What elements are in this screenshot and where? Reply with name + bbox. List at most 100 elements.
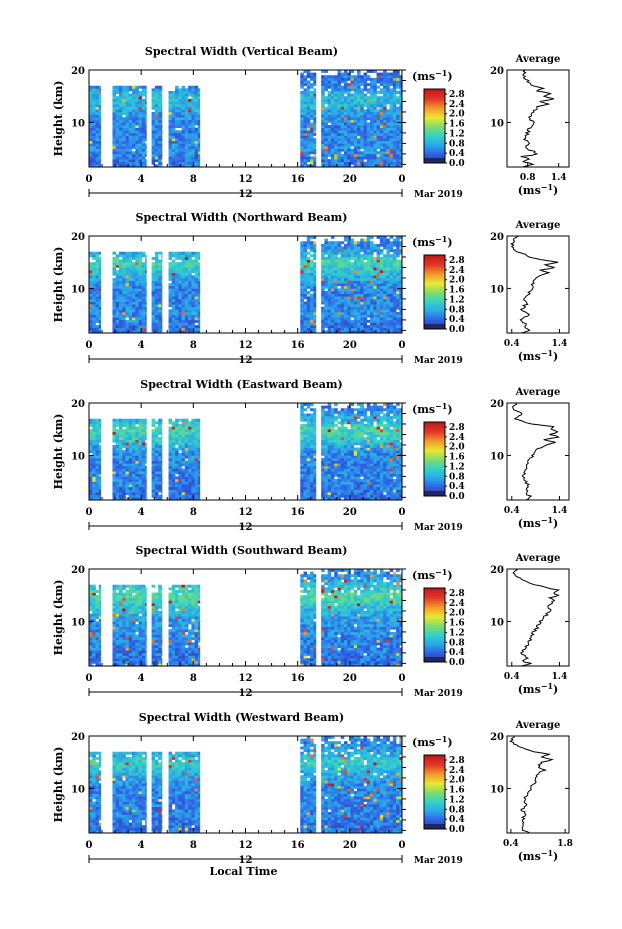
heat-cell <box>92 465 96 469</box>
heat-cell <box>181 486 186 490</box>
heat-cell <box>119 458 123 461</box>
heat-cell <box>306 309 311 313</box>
heat-cell <box>161 468 163 472</box>
heat-cell <box>360 117 364 121</box>
colorbar-band <box>424 109 445 112</box>
heat-cell <box>337 151 341 155</box>
heat-cell <box>337 138 341 142</box>
heat-cell <box>161 164 163 168</box>
heat-cell <box>119 486 123 490</box>
heat-cell <box>366 83 371 87</box>
heat-cell <box>360 104 364 107</box>
heat-cell <box>138 489 143 493</box>
heat-cell <box>386 288 390 292</box>
colorbar-label: 0.0 <box>449 159 465 169</box>
heat-cell <box>310 243 314 247</box>
heat-cell <box>175 291 179 294</box>
heat-cell <box>324 143 328 147</box>
heat-cell <box>154 148 159 152</box>
heat-cell <box>330 301 335 305</box>
heat-cell <box>360 127 364 131</box>
heat-cell <box>379 98 384 102</box>
heat-cell <box>98 125 102 128</box>
heat-cell <box>191 481 195 485</box>
heat-cell <box>125 135 130 139</box>
heat-cell <box>321 259 325 263</box>
heat-cell <box>141 304 146 308</box>
heat-cell <box>181 138 186 142</box>
heat-cell <box>337 325 341 329</box>
heat-cell <box>353 309 358 313</box>
heat-cell <box>98 429 102 433</box>
heat-cell <box>112 434 117 438</box>
colorbar-label: 1.2 <box>449 129 465 139</box>
heat-cell <box>128 88 133 92</box>
heat-cell <box>373 306 377 310</box>
heat-cell <box>89 132 93 136</box>
heat-cell <box>95 98 100 102</box>
heat-cell <box>197 275 201 279</box>
heat-cell <box>95 277 100 281</box>
y-tick-label: 10 <box>71 284 85 295</box>
heat-cell <box>370 88 374 92</box>
heat-cell <box>383 327 387 331</box>
heat-cell <box>122 264 126 268</box>
heat-cell <box>392 288 397 292</box>
heat-cell <box>353 325 358 329</box>
heat-cell <box>321 106 325 110</box>
heat-cell <box>161 267 163 271</box>
heat-cell <box>138 280 143 284</box>
heat-cell <box>383 80 387 84</box>
heat-cell <box>145 468 147 472</box>
heat-cell <box>340 312 345 315</box>
heat-cell <box>181 327 186 331</box>
heat-cell <box>303 277 308 281</box>
colorbar-band <box>424 264 445 267</box>
heat-cell <box>321 322 325 326</box>
heat-cell <box>175 151 179 155</box>
heat-cell <box>389 156 394 160</box>
heat-cell <box>353 312 358 315</box>
heat-cell <box>373 277 377 281</box>
heat-cell <box>138 254 143 258</box>
heat-cell <box>337 83 341 87</box>
heat-cell <box>132 306 136 310</box>
heat-cell <box>112 146 117 149</box>
heat-cell <box>300 463 304 467</box>
heat-cell <box>171 90 176 94</box>
heat-cell <box>194 330 199 334</box>
heat-cell <box>370 246 374 250</box>
heat-cell <box>324 251 328 255</box>
heat-cell <box>327 256 332 260</box>
heat-cell <box>353 298 358 302</box>
heat-cell <box>122 468 126 472</box>
heat-cell <box>392 72 397 76</box>
heat-cell <box>389 151 394 155</box>
heat-cell <box>389 296 394 300</box>
heat-cell <box>132 161 136 165</box>
heat-cell <box>347 280 351 284</box>
heat-cell <box>178 262 182 266</box>
heat-cell <box>119 164 123 168</box>
heat-cell <box>399 77 403 81</box>
heat-cell <box>168 314 173 318</box>
heat-cell <box>98 96 102 100</box>
heat-cell <box>141 130 146 134</box>
heat-cell <box>188 256 192 260</box>
heat-cell <box>306 156 311 160</box>
colorbar-band <box>424 158 445 163</box>
heat-cell <box>306 275 311 279</box>
heat-cell <box>340 275 345 279</box>
heat-cell <box>363 80 368 84</box>
heat-cell <box>324 70 328 73</box>
heat-cell <box>370 135 374 139</box>
heat-cell <box>89 156 93 160</box>
heat-cell <box>313 151 317 155</box>
heat-cell <box>313 272 317 276</box>
heat-cell <box>389 301 394 305</box>
heat-cell <box>115 468 120 472</box>
heat-cell <box>389 159 394 163</box>
heat-cell <box>115 262 120 266</box>
heat-cell <box>300 306 304 310</box>
heat-cell <box>399 246 403 250</box>
